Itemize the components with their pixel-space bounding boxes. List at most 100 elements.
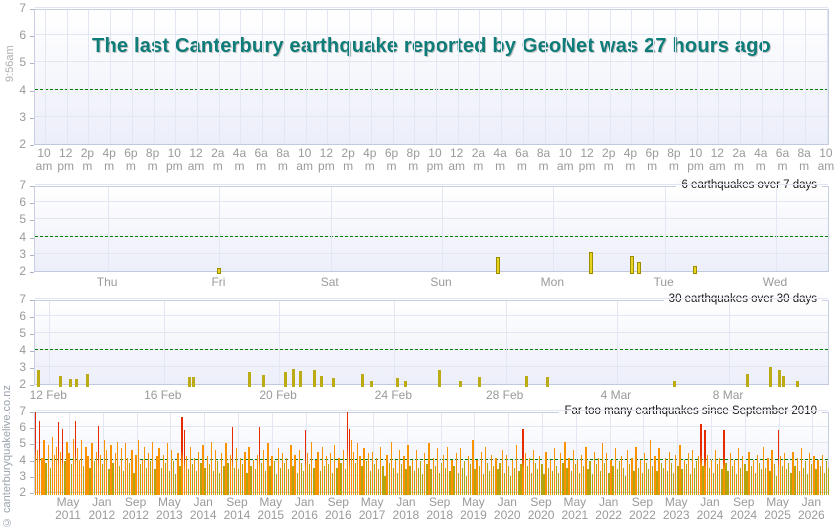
- earthquake-bar: [673, 380, 677, 387]
- earthquake-bar: [706, 454, 708, 495]
- x-axis-tick-label: Jan 2012: [88, 495, 116, 522]
- v-gridline: [218, 10, 220, 144]
- earthquake-bar: [323, 466, 325, 495]
- earthquake-bar: [641, 472, 643, 495]
- earthquake-bar: [275, 474, 277, 495]
- x-axis-tick-label: 12 am: [187, 146, 205, 173]
- x-axis-tick-label: Jan 2026: [797, 495, 825, 522]
- earthquake-bar: [652, 466, 654, 495]
- earthquake-bar: [458, 380, 462, 387]
- earthquake-bar: [344, 469, 346, 495]
- earthquake-bar: [719, 457, 721, 495]
- earthquake-bar: [581, 454, 583, 495]
- x-axis-tick-label: Sep 2022: [629, 495, 656, 522]
- earthquake-bar: [813, 456, 815, 495]
- earthquake-bar: [127, 457, 129, 495]
- earthquake-bar: [265, 470, 267, 495]
- earthquake-bar: [827, 467, 830, 495]
- v-gridline: [501, 10, 503, 144]
- earthquake-bar: [369, 380, 373, 387]
- earthquake-bar: [438, 472, 441, 495]
- chart-30-days-caption: 30 earthquakes over 30 days: [663, 293, 822, 305]
- y-axis-tick-mark: [30, 237, 34, 239]
- earthquake-bar: [254, 469, 256, 495]
- earthquake-bar: [455, 453, 457, 495]
- earthquake-bar: [643, 453, 646, 495]
- earthquake-bar: [327, 464, 330, 495]
- earthquake-bar: [679, 445, 681, 495]
- earthquake-bar: [662, 467, 664, 495]
- earthquake-bar: [58, 422, 60, 495]
- earthquake-bar: [359, 456, 361, 495]
- y-axis-tick-label: 5: [19, 326, 26, 340]
- v-gridline: [170, 413, 172, 492]
- earthquake-bar: [622, 467, 625, 495]
- earthquake-bar: [624, 475, 627, 495]
- earthquake-bar: [424, 453, 426, 495]
- y-axis-tick-label: 3: [19, 468, 26, 483]
- x-axis-tick-label: 10 am: [296, 146, 313, 173]
- earthquake-bar: [81, 440, 83, 495]
- earthquake-bar: [629, 464, 631, 495]
- y-axis-tick-label: 7: [19, 1, 26, 15]
- earthquake-bar: [486, 462, 489, 495]
- earthquake-bar: [353, 451, 355, 495]
- earthquake-bar: [800, 448, 802, 495]
- earthquake-bar: [242, 464, 244, 495]
- earthquake-bar: [526, 466, 528, 495]
- earthquake-bar: [298, 449, 300, 495]
- y-axis-tick-mark: [30, 460, 34, 462]
- earthquake-bar: [465, 475, 468, 495]
- earthquake-bar: [773, 464, 775, 495]
- earthquake-bar: [685, 464, 687, 495]
- earthquake-bar: [783, 453, 786, 495]
- earthquake-bar: [244, 451, 246, 495]
- earthquake-bar: [210, 441, 213, 495]
- earthquake-bar: [472, 440, 474, 495]
- x-axis-tick-label: 10 pm: [165, 146, 183, 173]
- earthquake-bar: [405, 469, 407, 495]
- earthquake-bar: [286, 457, 288, 495]
- earthquake-bar: [627, 449, 629, 495]
- earthquake-bar: [819, 466, 821, 495]
- y-axis-tick-mark: [30, 254, 34, 256]
- earthquake-bar: [367, 453, 369, 495]
- earthquake-bar: [237, 469, 240, 495]
- earthquake-bar: [43, 440, 45, 495]
- earthquake-bar: [283, 372, 287, 387]
- x-axis-tick-label: May 2019: [460, 495, 487, 522]
- earthquake-bar: [535, 462, 537, 495]
- y-axis-tick-mark: [30, 272, 34, 273]
- earthquake-bar: [262, 374, 266, 387]
- earthquake-bar: [723, 430, 725, 495]
- v-gridline: [778, 413, 780, 492]
- earthquake-bar: [248, 372, 252, 387]
- earthquake-bar: [212, 470, 215, 495]
- earthquake-bar: [93, 461, 95, 495]
- earthquake-bar: [106, 449, 108, 495]
- earthquake-bar: [281, 453, 284, 495]
- h-gridline: [35, 252, 828, 254]
- earthquake-bar: [386, 454, 388, 495]
- earthquake-bar: [702, 466, 704, 495]
- x-axis-tick-label: Jan 2014: [189, 495, 217, 522]
- earthquake-bar: [302, 470, 305, 495]
- earthquake-bar: [591, 474, 593, 495]
- v-gridline: [631, 10, 633, 144]
- x-axis-tick-label: 2a m: [211, 146, 225, 173]
- last-earthquake-headline: The last Canterbury earthquake reported …: [92, 35, 771, 57]
- chart-since-2010: Far too many earthquakes since September…: [34, 405, 830, 495]
- earthquake-bar: [110, 445, 112, 495]
- earthquake-bar: [612, 466, 614, 495]
- v-gridline: [474, 413, 476, 492]
- earthquake-bar: [191, 377, 195, 387]
- earthquake-bar: [309, 464, 311, 495]
- earthquake-bar: [260, 462, 263, 495]
- v-gridline: [566, 10, 568, 144]
- earthquake-bar: [691, 449, 694, 495]
- earthquake-bar: [658, 448, 660, 495]
- earthquake-bar: [585, 446, 587, 495]
- earthquake-bar: [687, 453, 690, 495]
- earthquake-bar: [601, 443, 604, 495]
- y-axis-tick-label: 3: [19, 360, 26, 374]
